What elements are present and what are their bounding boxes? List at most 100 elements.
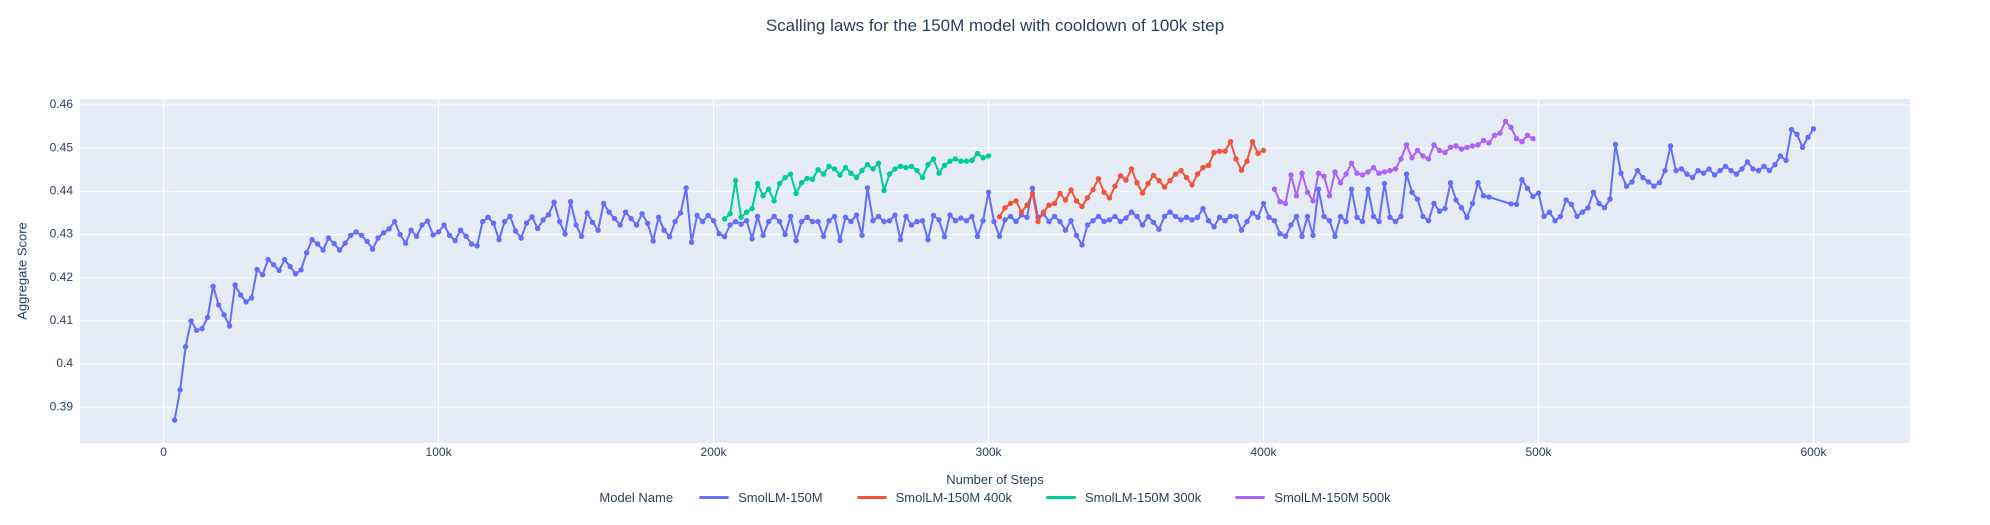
data-point[interactable] — [1524, 185, 1531, 191]
data-point[interactable] — [952, 156, 959, 162]
data-point[interactable] — [820, 171, 827, 177]
data-point[interactable] — [1106, 195, 1113, 201]
data-point[interactable] — [276, 267, 282, 274]
data-point[interactable] — [1486, 194, 1492, 200]
data-point[interactable] — [1359, 172, 1366, 178]
data-point[interactable] — [1480, 137, 1487, 144]
data-point[interactable] — [358, 232, 365, 239]
data-point[interactable] — [1299, 170, 1305, 176]
data-point[interactable] — [1156, 177, 1162, 184]
data-point[interactable] — [864, 161, 871, 168]
data-point[interactable] — [793, 237, 799, 244]
data-point[interactable] — [1255, 214, 1261, 220]
data-point[interactable] — [1244, 218, 1250, 225]
data-point[interactable] — [1194, 171, 1201, 177]
data-point[interactable] — [1260, 200, 1267, 207]
data-point[interactable] — [204, 314, 211, 321]
data-point[interactable] — [1183, 214, 1190, 220]
data-point[interactable] — [831, 213, 838, 220]
data-point[interactable] — [1392, 218, 1399, 225]
data-point[interactable] — [182, 344, 189, 350]
data-point[interactable] — [727, 222, 733, 228]
data-point[interactable] — [248, 295, 255, 301]
data-point[interactable] — [749, 236, 755, 242]
data-point[interactable] — [1409, 189, 1415, 195]
data-point[interactable] — [545, 212, 552, 218]
data-point[interactable] — [1431, 200, 1437, 207]
data-point[interactable] — [375, 235, 381, 241]
data-point[interactable] — [941, 162, 948, 169]
data-point[interactable] — [1563, 197, 1569, 203]
data-point[interactable] — [265, 256, 271, 263]
data-point[interactable] — [556, 218, 563, 225]
data-point[interactable] — [958, 158, 964, 164]
data-point[interactable] — [870, 218, 876, 224]
data-point[interactable] — [309, 237, 315, 243]
data-point[interactable] — [903, 164, 909, 171]
data-point[interactable] — [1766, 167, 1773, 174]
data-point[interactable] — [1068, 187, 1074, 193]
data-point[interactable] — [177, 387, 183, 393]
data-point[interactable] — [1706, 166, 1712, 172]
data-point[interactable] — [606, 209, 612, 215]
data-point[interactable] — [688, 239, 695, 245]
data-point[interactable] — [1354, 214, 1360, 220]
data-point[interactable] — [1552, 218, 1558, 224]
data-point[interactable] — [391, 218, 398, 225]
data-point[interactable] — [1183, 174, 1190, 181]
data-point[interactable] — [1277, 199, 1283, 205]
data-point[interactable] — [1145, 213, 1151, 220]
data-point[interactable] — [969, 213, 975, 220]
data-point[interactable] — [1458, 205, 1465, 211]
data-point[interactable] — [1634, 167, 1641, 174]
data-point[interactable] — [1244, 158, 1250, 164]
data-point[interactable] — [199, 325, 205, 332]
data-point[interactable] — [1722, 163, 1729, 169]
data-point[interactable] — [507, 213, 513, 220]
data-point[interactable] — [963, 218, 970, 224]
data-point[interactable] — [1420, 213, 1426, 220]
data-point[interactable] — [892, 166, 898, 172]
data-point[interactable] — [754, 213, 761, 220]
data-point[interactable] — [1139, 190, 1146, 196]
data-point[interactable] — [826, 163, 832, 169]
data-point[interactable] — [1051, 213, 1058, 220]
data-point[interactable] — [1783, 157, 1789, 163]
data-point[interactable] — [1519, 177, 1525, 183]
data-point[interactable] — [798, 218, 805, 225]
data-point[interactable] — [815, 218, 821, 225]
data-point[interactable] — [1007, 213, 1014, 220]
data-point[interactable] — [710, 218, 717, 224]
data-point[interactable] — [1612, 141, 1619, 147]
data-point[interactable] — [496, 237, 502, 243]
data-point[interactable] — [1574, 213, 1580, 220]
data-point[interactable] — [639, 211, 645, 217]
data-point[interactable] — [1387, 167, 1393, 174]
data-point[interactable] — [611, 215, 618, 222]
data-point[interactable] — [996, 233, 1003, 239]
data-point[interactable] — [325, 235, 332, 241]
data-point[interactable] — [1343, 171, 1349, 177]
data-point[interactable] — [320, 247, 326, 253]
data-point[interactable] — [1326, 193, 1333, 199]
data-point[interactable] — [853, 212, 860, 218]
data-point[interactable] — [826, 218, 832, 224]
data-point[interactable] — [270, 262, 277, 268]
data-point[interactable] — [1211, 224, 1217, 230]
data-point[interactable] — [1414, 196, 1421, 202]
data-point[interactable] — [1145, 180, 1151, 187]
data-point[interactable] — [595, 227, 601, 233]
data-point[interactable] — [721, 216, 728, 222]
data-point[interactable] — [1222, 148, 1228, 154]
data-point[interactable] — [1596, 200, 1602, 207]
data-point[interactable] — [1013, 198, 1019, 204]
data-point[interactable] — [628, 215, 634, 222]
data-point[interactable] — [804, 214, 810, 220]
data-point[interactable] — [1607, 196, 1613, 202]
data-point[interactable] — [705, 212, 711, 219]
data-point[interactable] — [452, 237, 458, 244]
data-point[interactable] — [859, 167, 865, 174]
data-point[interactable] — [1293, 193, 1300, 199]
data-point[interactable] — [254, 266, 260, 273]
